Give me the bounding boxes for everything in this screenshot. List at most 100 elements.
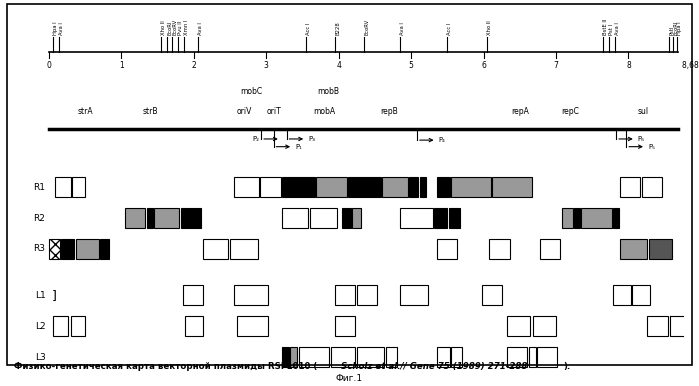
Bar (233, 177, 259, 197)
Bar (237, 316, 268, 336)
Text: P₅: P₅ (648, 144, 655, 150)
Bar (436, 177, 449, 197)
Bar (612, 285, 630, 305)
Text: repA: repA (511, 107, 528, 116)
Bar (449, 208, 460, 228)
Bar (451, 177, 491, 197)
Bar (125, 208, 145, 228)
Text: 3: 3 (264, 61, 268, 69)
Text: Xho II: Xho II (161, 20, 166, 35)
Bar (352, 208, 361, 228)
Bar (183, 285, 203, 305)
Bar (562, 208, 572, 228)
Bar (647, 316, 668, 336)
Text: R1: R1 (34, 183, 45, 192)
Bar (185, 316, 203, 336)
Bar (147, 208, 152, 228)
Text: L2: L2 (35, 322, 45, 331)
Text: repB: repB (380, 107, 398, 116)
Bar (420, 177, 426, 197)
Text: P₃: P₃ (308, 136, 315, 142)
Bar (62, 239, 74, 259)
Text: EcoRI: EcoRI (673, 21, 679, 35)
Bar (203, 239, 228, 259)
Bar (52, 316, 69, 336)
Bar (386, 347, 396, 367)
Text: B228: B228 (335, 21, 340, 35)
Text: Физико-генетическая карта векторной плазмиды RSF1010 (: Физико-генетическая карта векторной плаз… (14, 362, 317, 371)
Text: R3: R3 (34, 244, 45, 254)
Bar (540, 239, 561, 259)
Text: Acc I: Acc I (306, 23, 311, 35)
Text: Ava I: Ava I (59, 22, 64, 35)
Text: Ava I: Ava I (198, 22, 203, 35)
Text: Xmn I: Xmn I (184, 20, 189, 35)
Text: strA: strA (78, 107, 93, 116)
Text: PstI: PstI (669, 26, 674, 35)
Bar (434, 208, 447, 228)
Text: P₂: P₂ (252, 136, 259, 142)
Text: Pvu II: Pvu II (178, 21, 183, 35)
Text: EcoRI: EcoRI (167, 21, 172, 35)
Text: 8,684 kb: 8,684 kb (682, 61, 699, 69)
Bar (282, 177, 315, 197)
Text: P₁: P₁ (295, 144, 302, 150)
Bar (282, 347, 289, 367)
Bar (356, 285, 377, 305)
Text: P₄: P₄ (438, 137, 445, 143)
Text: EcoRV: EcoRV (172, 19, 177, 35)
Text: strB: strB (143, 107, 158, 116)
Bar (620, 177, 640, 197)
Bar (55, 177, 71, 197)
Text: 2: 2 (192, 61, 196, 69)
Bar (49, 239, 60, 259)
Text: oriV: oriV (237, 107, 252, 116)
Bar (316, 177, 347, 197)
Bar (582, 208, 612, 228)
Text: mobB: mobB (317, 88, 339, 96)
Bar (348, 177, 381, 197)
Text: 6: 6 (481, 61, 486, 69)
Bar (181, 208, 201, 228)
Bar (489, 239, 510, 259)
Text: Фиг.1: Фиг.1 (336, 374, 363, 383)
Bar (492, 177, 532, 197)
Text: BstE II: BstE II (603, 19, 608, 35)
Bar (401, 285, 428, 305)
Text: mobC: mobC (240, 88, 263, 96)
Bar (356, 347, 384, 367)
Bar (574, 208, 580, 228)
Bar (154, 208, 180, 228)
Bar (436, 347, 449, 367)
Bar (335, 285, 355, 305)
Text: 8: 8 (626, 61, 631, 69)
Bar (507, 316, 530, 336)
Bar (649, 239, 672, 259)
Text: L3: L3 (35, 352, 45, 362)
Bar (233, 285, 268, 305)
Text: Hpa I: Hpa I (52, 22, 57, 35)
Text: 7: 7 (554, 61, 559, 69)
Text: 1: 1 (119, 61, 124, 69)
Bar (436, 239, 456, 259)
Text: mobA: mobA (313, 107, 336, 116)
Bar (401, 208, 433, 228)
Text: EcoRV: EcoRV (364, 19, 369, 35)
Bar (409, 177, 418, 197)
Bar (343, 208, 351, 228)
Bar (331, 347, 354, 367)
Text: Ava I: Ava I (401, 22, 405, 35)
Bar (620, 239, 647, 259)
Bar (101, 239, 109, 259)
Bar (230, 239, 257, 259)
Bar (75, 239, 99, 259)
Bar (382, 177, 408, 197)
Text: 0: 0 (47, 61, 51, 69)
Bar (451, 347, 462, 367)
Text: Ava I: Ava I (614, 22, 620, 35)
Bar (72, 177, 85, 197)
Text: Hpa I: Hpa I (677, 22, 682, 35)
Text: L1: L1 (35, 291, 45, 300)
Text: repC: repC (561, 107, 579, 116)
Bar (533, 316, 556, 336)
